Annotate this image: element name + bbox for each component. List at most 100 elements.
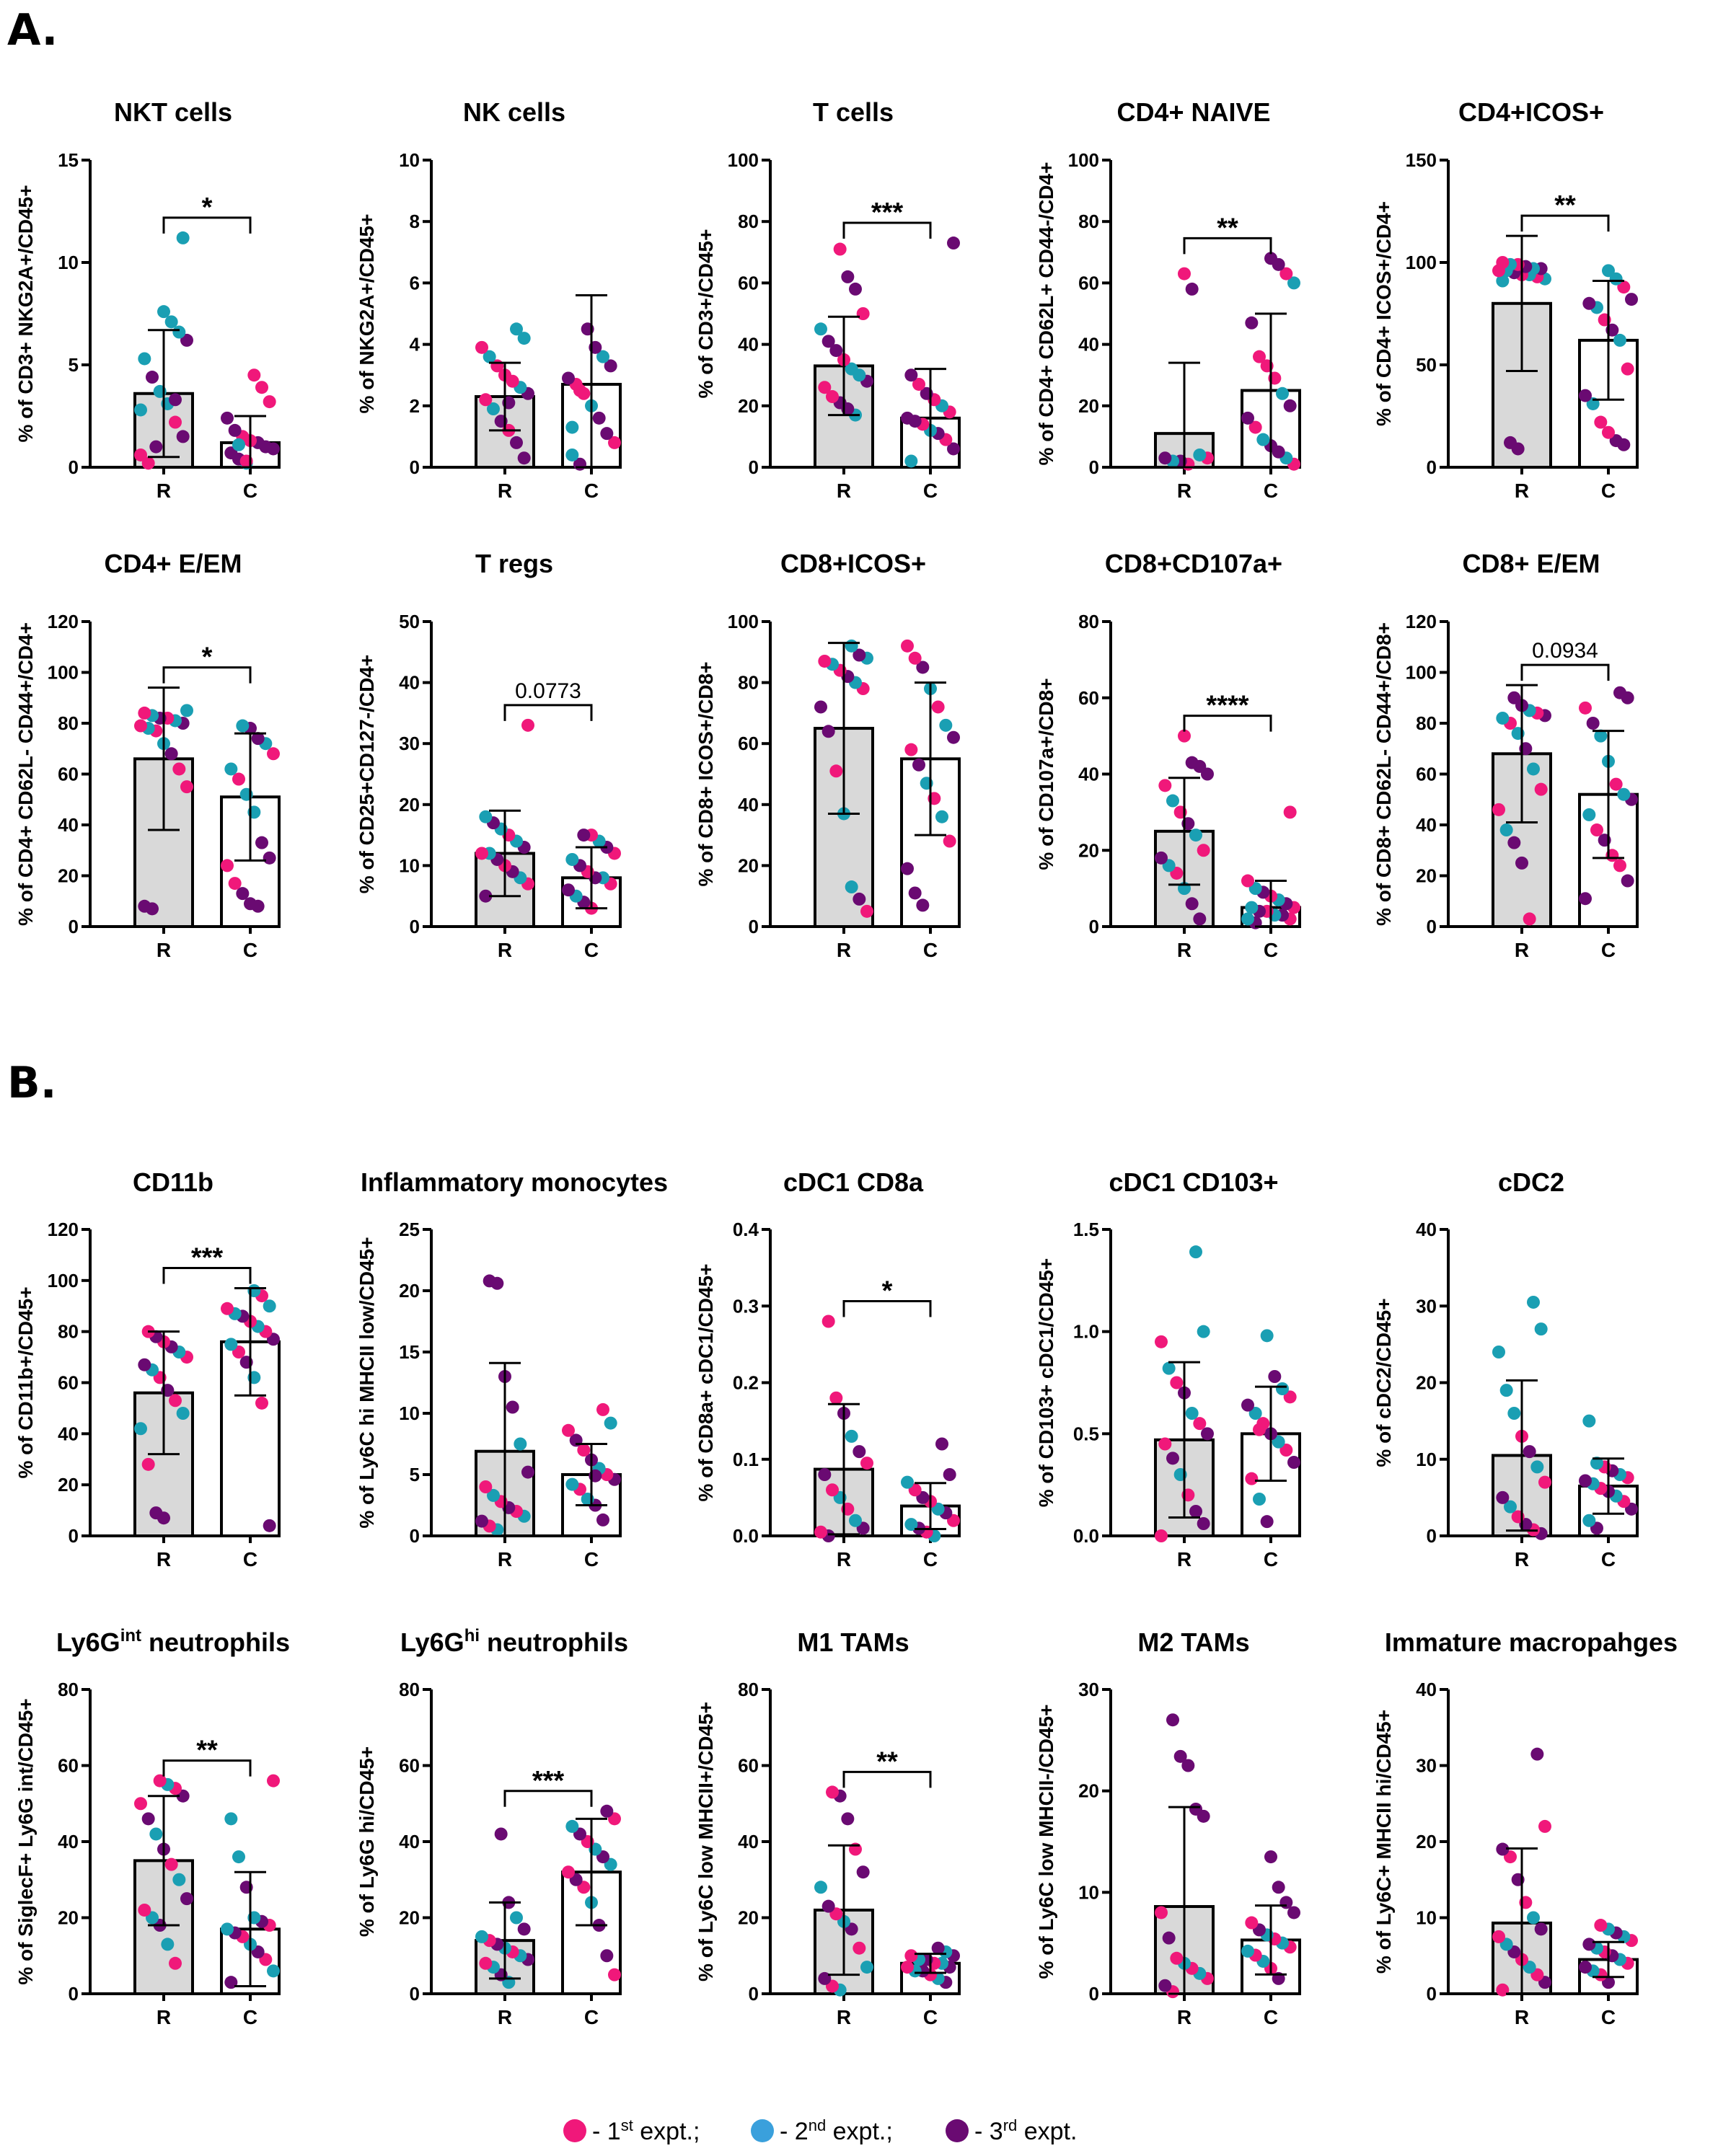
data-point — [931, 1941, 945, 1955]
y-tick-label: 40 — [399, 1831, 420, 1852]
data-point — [1602, 425, 1615, 439]
significance-label: *** — [871, 198, 904, 228]
data-point — [904, 1949, 918, 1963]
data-point — [1248, 420, 1262, 434]
data-point — [1530, 1460, 1544, 1474]
chart-12: Inflammatory monocytes % of Ly6C hi MHCII… — [356, 1167, 668, 1570]
chart-title: CD8+ E/EM — [1462, 549, 1600, 578]
y-tick-label: 60 — [738, 272, 759, 293]
data-point — [1185, 897, 1199, 911]
x-tick-label: C — [243, 1548, 257, 1570]
y-tick-label: 80 — [399, 1679, 420, 1700]
data-point — [255, 381, 268, 394]
data-point — [592, 411, 606, 425]
y-tick-label: 10 — [399, 854, 420, 876]
data-point — [1178, 267, 1191, 280]
data-point — [1193, 912, 1207, 926]
significance-label: ** — [1217, 213, 1238, 243]
significance-bracket — [162, 1759, 252, 1777]
chart-title: Immature macropahges — [1385, 1627, 1678, 1657]
data-point — [479, 1956, 493, 1970]
data-point — [826, 390, 839, 404]
data-point — [1523, 1445, 1536, 1459]
data-point — [172, 325, 186, 339]
data-point — [935, 810, 948, 823]
data-point — [1158, 1437, 1172, 1451]
data-point — [1241, 411, 1254, 425]
data-point — [1197, 1517, 1210, 1530]
data-point — [1260, 1329, 1274, 1343]
x-tick-label: C — [923, 1548, 938, 1570]
data-point — [565, 1819, 579, 1833]
data-point — [1256, 433, 1270, 446]
data-point — [901, 1475, 914, 1489]
x-tick-label: C — [1601, 1548, 1616, 1570]
y-tick-label: 60 — [738, 733, 759, 754]
data-point — [1507, 1407, 1521, 1420]
significance-label: * — [882, 1276, 893, 1307]
x-tick-label: C — [1264, 480, 1278, 502]
data-point — [931, 700, 945, 714]
data-point — [600, 1949, 614, 1963]
x-tick-label: C — [1601, 2006, 1616, 2028]
x-tick-label: C — [584, 2006, 599, 2028]
data-point — [138, 352, 151, 366]
data-point — [263, 851, 276, 865]
data-point — [826, 1483, 839, 1497]
data-point — [1201, 1427, 1214, 1441]
data-point — [1253, 1423, 1266, 1436]
y-tick-label: 60 — [58, 764, 79, 785]
chart-title: cDC2 — [1498, 1167, 1564, 1197]
data-point — [1197, 1325, 1210, 1338]
x-tick-label: R — [1515, 1548, 1529, 1570]
data-point — [947, 442, 960, 456]
data-point — [904, 743, 918, 756]
data-point — [565, 1477, 579, 1491]
data-point — [935, 1437, 948, 1451]
y-tick-label: 30 — [1416, 1295, 1437, 1317]
data-point — [506, 1400, 519, 1414]
data-point — [1613, 686, 1626, 699]
significance-label: ** — [1554, 190, 1576, 221]
data-point — [1499, 1384, 1513, 1397]
chart-title: cDC1 CD103+ — [1109, 1167, 1278, 1197]
data-point — [247, 368, 261, 382]
y-tick-label: 50 — [399, 611, 420, 632]
data-point — [1582, 1414, 1596, 1428]
y-tick-label: 60 — [399, 1755, 420, 1777]
chart-10: CD8+ E/EM % of CD8+ CD62L- CD44+/CD8+ 0 20 4… — [1373, 549, 1639, 961]
data-point — [814, 1525, 827, 1539]
y-tick-label: 20 — [738, 854, 759, 876]
significance-bracket — [1520, 663, 1610, 681]
y-tick-label: 60 — [58, 1755, 79, 1777]
data-point — [244, 897, 257, 911]
data-point — [904, 1518, 918, 1532]
y-tick-label: 60 — [738, 1755, 759, 1777]
chart-2: NK cells % of NKG2A+/CD45+ 0 2 4 6 8 10 R C — [356, 97, 622, 502]
x-tick-label: R — [157, 939, 171, 961]
y-tick-label: 40 — [58, 814, 79, 836]
significance-bracket — [1183, 715, 1272, 732]
data-point — [1523, 912, 1536, 926]
data-point — [517, 332, 531, 345]
data-point — [1279, 1896, 1293, 1909]
x-tick-label: C — [1601, 480, 1616, 502]
y-tick-label: 80 — [738, 211, 759, 232]
y-axis-label: % of CD3+/CD45+ — [695, 229, 717, 399]
data-point — [517, 451, 531, 465]
chart-15: cDC2 % of cDC2/CD45+ 0 10 20 30 40 R C — [1373, 1167, 1639, 1570]
data-point — [912, 377, 925, 391]
chart-title: CD8+ICOS+ — [780, 549, 926, 578]
y-tick-label: 20 — [1416, 865, 1437, 887]
data-point — [947, 237, 960, 250]
significance-label: ** — [196, 1736, 218, 1766]
data-point — [224, 446, 238, 460]
data-point — [577, 1444, 591, 1457]
y-tick-label: 0 — [69, 1983, 79, 2005]
data-point — [1185, 756, 1199, 769]
significance-label: *** — [532, 1766, 565, 1796]
y-tick-label: 80 — [738, 1679, 759, 1700]
data-point — [1158, 779, 1172, 792]
y-axis-label: % of CD107a+/CD8+ — [1035, 678, 1057, 870]
